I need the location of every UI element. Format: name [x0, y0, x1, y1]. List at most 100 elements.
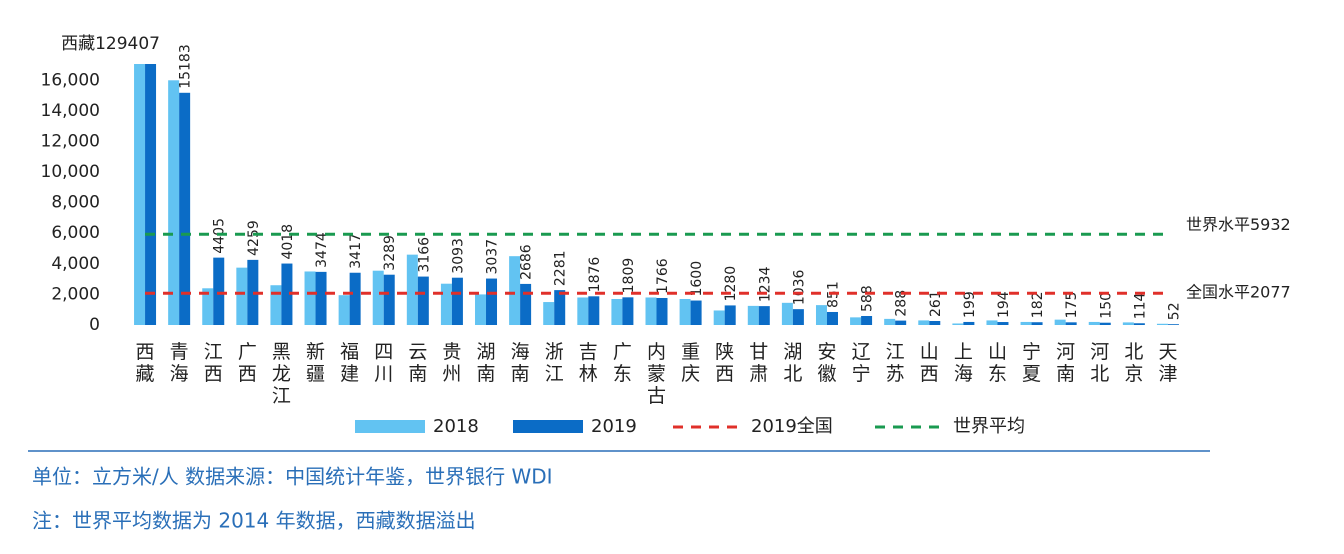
- value-label: 1600: [689, 261, 705, 297]
- bar: [406, 254, 418, 325]
- y-tick-label: 4,000: [51, 254, 100, 274]
- value-label: 4405: [212, 218, 228, 254]
- x-tick-label: 辽宁: [852, 341, 871, 385]
- value-label: 15183: [178, 44, 194, 89]
- bar: [440, 283, 452, 325]
- y-tick-label: 8,000: [51, 193, 100, 213]
- bar: [781, 302, 793, 325]
- bar: [247, 259, 259, 325]
- bar: [758, 306, 770, 325]
- bar: [724, 305, 736, 325]
- bar: [451, 277, 463, 325]
- x-tick-label: 新疆: [306, 341, 325, 385]
- bar: [690, 300, 702, 325]
- x-tick-label: 山西: [920, 341, 939, 385]
- value-label: 3289: [382, 235, 398, 271]
- value-label: 2686: [519, 244, 535, 280]
- bar: [645, 297, 657, 325]
- value-label: 175: [1064, 292, 1080, 319]
- x-tick-label: 甘肃: [749, 341, 768, 385]
- bar: [577, 297, 589, 325]
- value-label: 150: [1098, 292, 1114, 319]
- bar: [792, 309, 804, 325]
- bar: [1020, 321, 1032, 325]
- legend-label: 2019全国: [751, 416, 833, 437]
- x-tick-label: 云南: [408, 341, 427, 385]
- value-label: 588: [860, 285, 876, 312]
- bar: [850, 317, 862, 325]
- bar: [554, 290, 566, 325]
- x-tick-label: 河北: [1090, 341, 1109, 385]
- bar: [929, 321, 941, 325]
- value-label: 261: [928, 290, 944, 317]
- value-label: 1280: [723, 266, 739, 302]
- x-tick-label: 上海: [954, 341, 973, 385]
- y-tick-label: 14,000: [41, 101, 100, 121]
- reference-label: 全国水平2077: [1186, 283, 1291, 302]
- legend-swatch: [355, 420, 425, 433]
- x-tick-label: 海南: [511, 341, 530, 385]
- x-tick-label: 浙江: [545, 341, 564, 385]
- bar: [1133, 323, 1145, 325]
- x-tick-label: 四川: [374, 341, 393, 385]
- y-tick-label: 2,000: [51, 284, 100, 304]
- x-tick-label: 湖北: [783, 341, 802, 385]
- bar: [543, 302, 555, 325]
- x-tick-label: 河南: [1056, 341, 1075, 385]
- bar: [179, 92, 191, 325]
- bar: [270, 285, 282, 325]
- bar: [168, 80, 180, 325]
- bar: [1065, 322, 1077, 325]
- x-tick-label: 安徽: [817, 341, 836, 385]
- x-tick-label: 吉林: [579, 341, 598, 385]
- x-tick-label: 江西: [204, 341, 223, 385]
- bar: [383, 274, 395, 325]
- bar: [213, 257, 225, 325]
- bar: [509, 256, 521, 325]
- bar: [884, 318, 896, 325]
- legend-label: 2019: [591, 416, 637, 437]
- bar: [145, 64, 157, 325]
- bar: [588, 296, 600, 325]
- bar: [1054, 319, 1066, 325]
- bar: [679, 299, 691, 325]
- bar: [952, 323, 964, 325]
- x-tick-label: 福建: [340, 341, 359, 385]
- value-label: 52: [1166, 302, 1182, 320]
- value-label: 2281: [553, 250, 569, 286]
- value-label: 3166: [416, 237, 432, 273]
- x-tick-label: 陕西: [715, 341, 734, 385]
- bar: [1167, 324, 1179, 325]
- value-label: 1876: [587, 257, 603, 293]
- x-tick-label: 湖南: [477, 341, 496, 385]
- value-label: 3093: [450, 238, 466, 274]
- value-label: 194: [996, 291, 1012, 318]
- x-tick-label: 贵州: [442, 341, 461, 385]
- bar: [826, 311, 838, 325]
- y-tick-label: 10,000: [41, 162, 100, 182]
- value-label: 1809: [621, 258, 637, 294]
- value-label: 3037: [485, 239, 501, 275]
- x-tick-label: 天津: [1158, 341, 1177, 385]
- bar: [1099, 322, 1111, 325]
- value-label: 182: [1030, 291, 1046, 318]
- bar: [861, 316, 873, 325]
- value-label: 199: [962, 291, 978, 318]
- bar: [895, 320, 907, 325]
- bar: [1031, 322, 1043, 325]
- y-tick-label: 16,000: [41, 70, 100, 90]
- bar: [281, 263, 293, 325]
- value-label: 1766: [655, 258, 671, 294]
- value-label: 3474: [314, 232, 330, 268]
- bar: [372, 270, 384, 325]
- reference-label: 世界水平5932: [1186, 215, 1291, 234]
- y-tick-label: 6,000: [51, 223, 100, 243]
- bar: [202, 288, 214, 325]
- bar: [1122, 322, 1134, 325]
- bars: [134, 64, 1179, 325]
- x-tick-label: 江苏: [886, 341, 905, 385]
- value-label: 1234: [757, 266, 773, 302]
- value-label: 4018: [280, 224, 296, 260]
- bar: [963, 321, 975, 325]
